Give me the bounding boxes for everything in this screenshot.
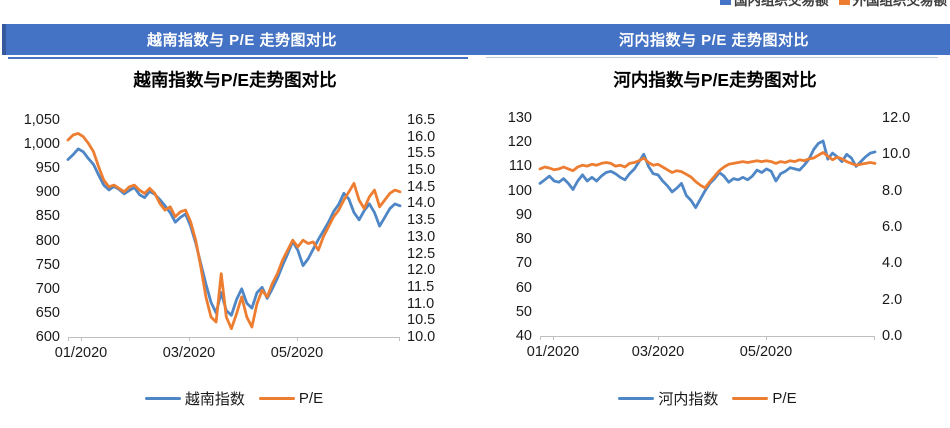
axis-tick-label: 120	[507, 134, 532, 151]
axis-tick-label: 12.5	[407, 245, 436, 262]
legend-marker-domestic	[720, 0, 731, 5]
chart-title-hanoi: 河内指数与P/E走势图对比	[613, 70, 817, 90]
legend-label: 越南指数	[184, 391, 245, 408]
axis-tick-mark	[658, 336, 659, 340]
axis-tick-label: 10.0	[882, 146, 911, 163]
series-swatch-hanoi-index	[618, 396, 655, 401]
banner-underline	[486, 57, 938, 58]
axis-tick-label: 700	[35, 280, 60, 297]
axis-tick-mark	[874, 336, 875, 340]
axis-tick-label: 05/2020	[739, 344, 793, 360]
section-header-band: 越南指数与 P/E 走势图对比 河内指数与 P/E 走势图对比	[2, 24, 950, 55]
plot-area	[538, 139, 877, 209]
vietnam-chart-legend: 越南指数 P/E	[68, 388, 400, 409]
legend-label-foreign: 外国组织交易额	[852, 0, 948, 8]
axis-tick-label: 12.0	[407, 262, 436, 279]
series-line-P/E	[538, 151, 877, 190]
axis-tick-label: 2.0	[882, 291, 903, 308]
legend-item-foreign: 外国组织交易额	[838, 0, 948, 9]
axis-tick-mark	[189, 337, 190, 341]
axis-tick-label: 100	[507, 182, 532, 199]
axis-tick-mark	[540, 336, 541, 340]
axis-tick-label: 01/2020	[526, 344, 580, 360]
series-line-越南指数	[66, 147, 402, 317]
series-swatch-pe	[732, 396, 769, 401]
axis-tick-label: 13.5	[407, 212, 436, 229]
legend-label: P/E	[772, 390, 797, 407]
axis-tick-label: 60	[515, 279, 532, 296]
axis-tick-label: 05/2020	[270, 345, 324, 361]
axis-tick-mark	[399, 337, 400, 341]
legend-item: 河内指数	[618, 388, 718, 409]
axis-tick-mark	[766, 336, 767, 340]
axis-tick-label: 16.5	[407, 112, 436, 128]
banner-underline	[8, 57, 468, 59]
axis-tick-label: 750	[35, 256, 60, 273]
series-line-河内指数	[538, 139, 877, 209]
legend-item-domestic: 国内组织交易额	[720, 0, 829, 9]
legend-item: 越南指数	[144, 388, 245, 409]
axis-tick-label: 8.0	[882, 182, 903, 199]
axis-tick-label: 16.0	[407, 128, 436, 145]
axis-tick-label: 70	[515, 255, 532, 272]
axis-tick-label: 15.5	[407, 145, 436, 162]
axis-tick-label: 130	[507, 110, 532, 126]
legend-item: P/E	[258, 390, 324, 407]
axis-tick-label: 6.0	[882, 219, 903, 235]
clipped-legend: 国内组织交易额 外国组织交易额	[720, 0, 947, 9]
axis-tick-label: 0.0	[882, 328, 903, 344]
axis-tick-label: 90	[515, 206, 532, 223]
axis-tick-label: 10.0	[407, 329, 436, 345]
plot-area	[66, 131, 402, 331]
legend-label-domestic: 国内组织交易额	[734, 0, 829, 8]
series-swatch-vietnam-index	[144, 396, 181, 401]
axis-tick-label: 15.0	[407, 162, 436, 179]
legend-label: P/E	[298, 390, 324, 407]
chart-title-vietnam: 越南指数与P/E走势图对比	[133, 70, 337, 90]
legend-label: 河内指数	[658, 391, 719, 408]
axis-tick-label: 650	[35, 304, 60, 321]
axis-tick-label: 4.0	[882, 255, 903, 272]
axis-tick-label: 1,050	[23, 112, 60, 128]
series-swatch-pe	[258, 396, 295, 401]
axis-tick-label: 14.5	[407, 178, 436, 195]
axis-tick-label: 600	[35, 329, 60, 345]
axis-tick-label: 80	[515, 231, 532, 248]
legend-item: P/E	[732, 390, 797, 407]
axis-tick-label: 10.5	[407, 312, 436, 329]
axis-tick-mark	[297, 337, 298, 341]
axis-tick-label: 03/2020	[631, 344, 685, 360]
hanoi-index-pe-chart: 130 120 110 100 90 80 70 60 50 40 12.0 10.0 8.0 6.0 4.…	[508, 110, 910, 360]
banner-title-hanoi: 河内指数与 P/E 走势图对比	[618, 32, 809, 49]
axis-tick-label: 950	[35, 160, 60, 177]
banner-title-vietnam: 越南指数与 P/E 走势图对比	[146, 32, 337, 49]
axis-tick-label: 800	[35, 232, 60, 249]
vietnam-index-pe-chart: 1,050 1,000 950 900 850 800 750 700 650 600 16.5 16…	[24, 112, 436, 361]
axis-tick-label: 110	[508, 158, 532, 175]
axis-tick-label: 11.0	[407, 295, 435, 312]
axis-tick-mark	[81, 337, 82, 341]
axis-tick-label: 900	[35, 184, 60, 201]
axis-tick-label: 14.0	[407, 195, 436, 212]
axis-tick-label: 01/2020	[54, 345, 108, 361]
axis-tick-label: 11.5	[407, 278, 435, 295]
axis-tick-label: 12.0	[882, 110, 911, 126]
axis-tick-mark	[68, 337, 69, 341]
axis-tick-mark	[553, 336, 554, 340]
axis-tick-label: 03/2020	[162, 345, 216, 361]
axis-tick-label: 40	[515, 328, 532, 344]
axis-tick-label: 50	[515, 303, 532, 320]
series-line-P/E	[66, 131, 402, 331]
legend-marker-foreign	[838, 0, 850, 5]
axis-tick-label: 850	[35, 208, 60, 225]
hanoi-chart-legend: 河内指数 P/E	[540, 388, 875, 409]
axis-tick-label: 1,000	[23, 136, 60, 153]
axis-tick-label: 13.0	[407, 228, 436, 245]
